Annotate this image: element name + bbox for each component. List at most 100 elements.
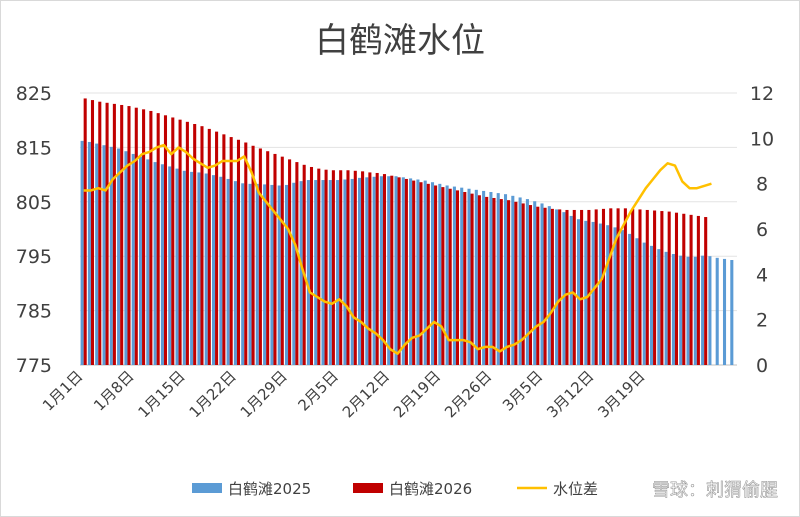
legend-label: 水位差 [553,480,598,498]
bar-2025 [416,179,420,365]
bar-2025 [664,251,668,365]
bar-2026 [244,142,248,365]
bar-2026 [171,117,175,365]
bar-2026 [178,119,182,365]
bar-2026 [470,193,474,365]
bar-2026 [514,201,518,365]
bar-2025 [102,145,106,365]
bar-2026 [616,208,620,365]
line-water-diff [83,143,712,355]
bar-2026 [339,170,343,365]
bar-2025 [87,141,91,365]
bar-2025 [511,195,515,365]
bar-2025 [277,185,281,365]
bar-2026 [660,211,664,365]
bar-2025 [474,189,478,365]
bar-2025 [328,180,332,365]
bar-2026 [645,209,649,365]
bar-2025 [430,182,435,365]
y-left-tick-label: 825 [16,83,52,105]
bar-2025 [722,258,727,365]
bar-2025 [138,156,143,365]
bar-2026 [419,182,423,365]
bar-2025 [635,238,639,365]
bar-2025 [591,221,595,365]
bar-2026 [653,210,657,365]
bar-2026 [609,208,613,365]
bar-2026 [105,102,109,365]
bar-2025 [241,183,245,365]
bar-2025 [233,181,237,365]
bar-2026 [273,153,277,365]
bar-2025 [606,225,610,365]
bar-2025 [489,192,493,365]
bar-2026 [455,190,460,365]
bar-2026 [543,207,547,365]
bar-2026 [601,208,606,365]
y-left-tick-label: 805 [16,192,52,214]
y-right-tick-label: 4 [756,264,768,286]
bar-2025 [146,159,150,365]
bar-2025 [620,230,624,365]
bar-2026 [674,212,679,365]
bar-2025 [613,227,617,365]
bar-2026 [112,103,116,365]
chart-title: 白鹤滩水位 [315,21,485,61]
bar-2026 [667,211,671,365]
bar-2026 [463,192,467,365]
bar-2025 [715,257,719,365]
y-right-tick-label: 2 [756,310,768,332]
bar-2026 [441,187,445,365]
bar-2026 [689,214,693,365]
bar-2026 [163,115,168,365]
bar-2025 [204,173,208,365]
bar-2025 [642,242,646,365]
bar-2026 [507,200,511,365]
bar-2025 [555,209,559,365]
bar-2026 [324,169,328,365]
bar-2025 [496,193,500,365]
bar-2025 [423,180,427,365]
y-axis-right: 12 10 8 6 4 2 0 [750,83,774,377]
bar-2025 [248,183,252,365]
bar-2025 [467,188,471,365]
bar-2025 [401,177,405,365]
bar-2025 [190,171,194,365]
bar-2025 [321,180,325,365]
bar-2025 [124,151,128,365]
bar-2026 [200,126,204,366]
bar-2025 [168,166,172,365]
bar-2026 [485,196,489,365]
bar-2025 [372,176,376,365]
bar-2026 [222,134,226,365]
bar-2026 [302,164,306,365]
y-right-tick-label: 12 [750,83,774,105]
bar-2025 [693,256,697,365]
bar-series [80,98,734,366]
bar-2026 [499,199,503,365]
bar-2026 [295,162,299,365]
bar-2025 [182,170,186,365]
bar-2025 [343,179,347,365]
bar-2026 [550,208,554,365]
bar-2026 [134,107,138,365]
bar-2025 [314,180,318,365]
bar-2025 [95,143,99,365]
bar-2026 [251,145,255,365]
bar-2025 [547,206,551,365]
bar-2025 [649,245,654,365]
gridlines [80,92,737,366]
bar-2026 [127,106,131,365]
bar-2025 [255,183,259,365]
bar-2026 [492,197,496,365]
bar-2026 [434,185,438,365]
y-right-tick-label: 10 [750,128,774,150]
bar-2026 [696,215,700,365]
bar-2025 [671,254,675,365]
bar-2025 [730,260,734,365]
bar-2026 [404,178,408,365]
bar-2025 [80,140,84,365]
bar-2026 [229,137,233,365]
